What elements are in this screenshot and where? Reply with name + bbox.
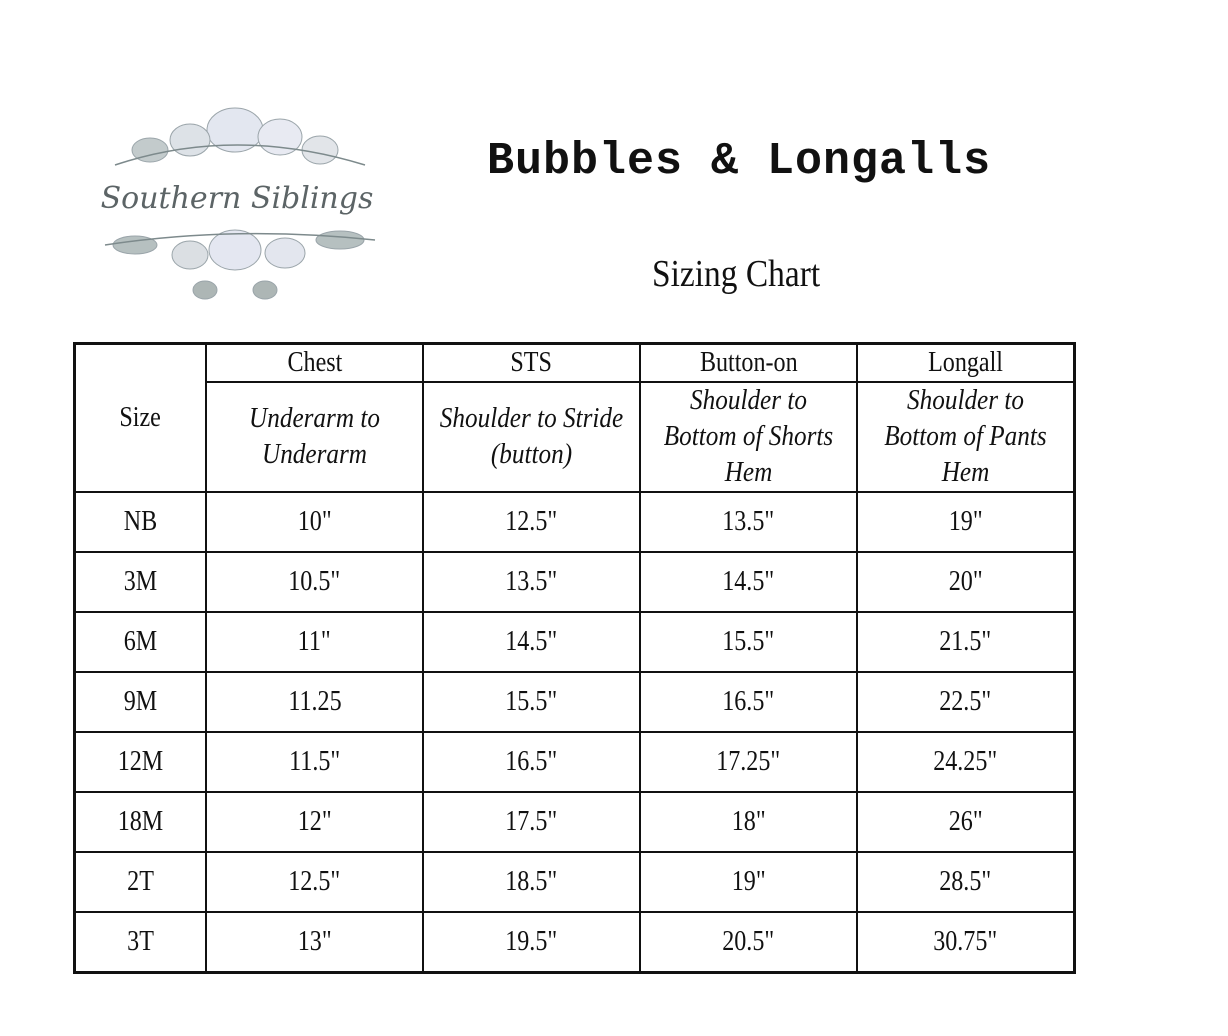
measurement-cell: 11.5" xyxy=(205,731,424,793)
table-row: NB 10" 12.5" 13.5" 19" xyxy=(73,491,1076,553)
table-row: 3M 10.5" 13.5" 14.5" 20" xyxy=(73,551,1076,613)
size-cell: 9M xyxy=(73,671,207,733)
measurement-cell: 14.5" xyxy=(639,551,858,613)
measurement-cell: 24.25" xyxy=(856,731,1076,793)
table-row: 9M 11.25 15.5" 16.5" 22.5" xyxy=(73,671,1076,733)
measurement-cell: 19.5" xyxy=(422,911,641,974)
table-row: 12M 11.5" 16.5" 17.25" 24.25" xyxy=(73,731,1076,793)
measurement-cell: 14.5" xyxy=(422,611,641,673)
measurement-cell: 13.5" xyxy=(422,551,641,613)
size-cell: NB xyxy=(73,491,207,553)
size-cell: 3M xyxy=(73,551,207,613)
measurement-cell: 11.25 xyxy=(205,671,424,733)
measurement-cell: 28.5" xyxy=(856,851,1076,913)
measurement-cell: 13.5" xyxy=(639,491,858,553)
measurement-cell: 16.5" xyxy=(422,731,641,793)
size-cell: 3T xyxy=(73,911,207,974)
measurement-cell: 15.5" xyxy=(639,611,858,673)
measurement-cell: 15.5" xyxy=(422,671,641,733)
measurement-cell: 13" xyxy=(205,911,424,974)
size-header: Size xyxy=(73,342,207,493)
header-row: Size Chest STS Button-on Longall xyxy=(73,342,1076,493)
size-cell: 6M xyxy=(73,611,207,673)
measurement-cell: 22.5" xyxy=(856,671,1076,733)
measurement-cell: 18.5" xyxy=(422,851,641,913)
page-subtitle: Sizing Chart xyxy=(652,253,821,295)
table-row: 18M 12" 17.5" 18" 26" xyxy=(73,791,1076,853)
size-cell: 18M xyxy=(73,791,207,853)
table-row: 2T 12.5" 18.5" 19" 28.5" xyxy=(73,851,1076,913)
measurement-cell: 10" xyxy=(205,491,424,553)
column-description: Shoulder to Bottom of Shorts Hem xyxy=(639,381,858,493)
description-row: Underarm to Underarm Shoulder to Stride … xyxy=(75,381,1076,493)
measurement-cell: 12.5" xyxy=(422,491,641,553)
column-header: Longall xyxy=(856,342,1076,383)
measurement-cell: 18" xyxy=(639,791,858,853)
table-row: 3T 13" 19.5" 20.5" 30.75" xyxy=(73,911,1076,974)
column-header: Button-on xyxy=(639,342,858,383)
column-header: Chest xyxy=(205,342,424,383)
column-header: STS xyxy=(422,342,641,383)
table-row: 6M 11" 14.5" 15.5" 21.5" xyxy=(73,611,1076,673)
size-cell: 2T xyxy=(73,851,207,913)
column-description: Shoulder to Bottom of Pants Hem xyxy=(856,381,1076,493)
column-description: Underarm to Underarm xyxy=(205,381,424,493)
measurement-cell: 19" xyxy=(856,491,1076,553)
size-cell: 12M xyxy=(73,731,207,793)
measurement-cell: 16.5" xyxy=(639,671,858,733)
page-title: Bubbles & Longalls xyxy=(487,136,992,187)
sizing-table: Size Chest STS Button-on Longall Underar… xyxy=(73,342,1076,974)
measurement-cell: 12" xyxy=(205,791,424,853)
measurement-cell: 20.5" xyxy=(639,911,858,974)
measurement-cell: 21.5" xyxy=(856,611,1076,673)
measurement-cell: 20" xyxy=(856,551,1076,613)
column-description: Shoulder to Stride (button) xyxy=(422,381,641,493)
measurement-cell: 10.5" xyxy=(205,551,424,613)
southern-siblings-logo: Southern Siblings xyxy=(101,107,376,300)
measurement-cell: 12.5" xyxy=(205,851,424,913)
measurement-cell: 19" xyxy=(639,851,858,913)
measurement-cell: 26" xyxy=(856,791,1076,853)
measurement-cell: 30.75" xyxy=(856,911,1076,974)
measurement-cell: 11" xyxy=(205,611,424,673)
measurement-cell: 17.25" xyxy=(639,731,858,793)
svg-text:Southern Siblings: Southern Siblings xyxy=(101,181,374,216)
measurement-cell: 17.5" xyxy=(422,791,641,853)
